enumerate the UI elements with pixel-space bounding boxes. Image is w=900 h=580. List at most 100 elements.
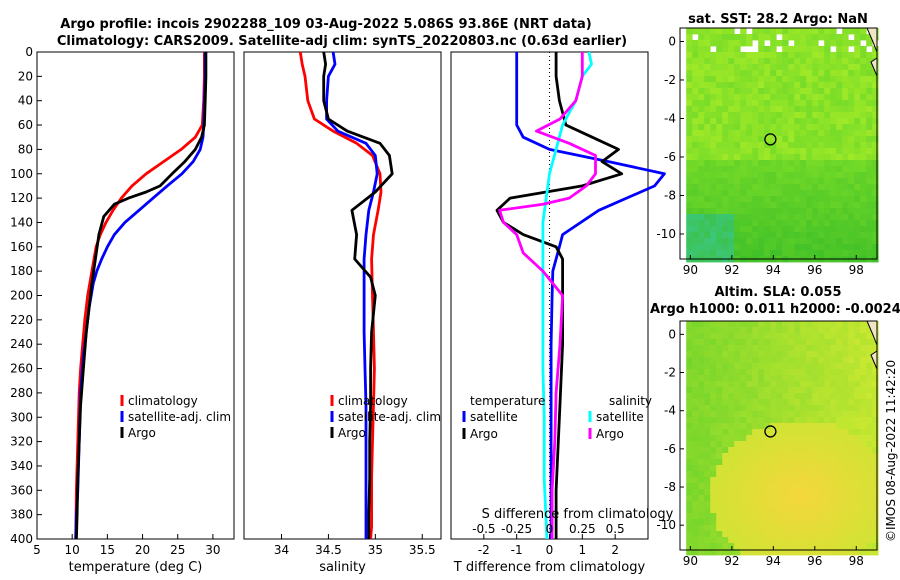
map-cell [848,399,855,406]
map-cell [728,148,735,155]
map-cell [752,459,759,466]
map-cell [740,417,747,424]
y-tick-label: -8 [664,188,676,202]
map-cell [800,453,807,460]
map-cell [710,130,717,137]
map-cell [794,393,801,400]
map-cell [776,76,783,83]
map-cell [776,483,783,490]
map-cell [794,232,801,239]
map-cell [770,531,777,538]
map-cell [812,399,819,406]
map-cell [806,58,813,65]
map-cell [722,70,729,77]
map-cell [824,58,831,65]
map-cell [728,327,735,334]
map-cell [872,238,879,245]
map-cell [704,387,711,394]
y-tick-label: 280 [10,386,33,400]
map-cell [860,184,867,191]
map-cell [722,172,729,179]
map-cell [812,184,819,191]
map-cell [728,82,735,89]
map-cell [860,351,867,358]
map-cell [782,405,789,412]
map-cell [752,477,759,484]
map-cell [734,40,741,47]
map-cell [824,250,831,257]
map-cell [764,429,771,436]
map-cell [830,441,837,448]
map-cell [776,190,783,197]
map-cell [686,46,693,53]
map-cell [830,214,837,221]
map-cell [842,549,849,556]
map-cell [734,178,741,185]
map-cell [770,124,777,131]
map-cell [770,226,777,233]
map-cell [776,196,783,203]
map-cell [806,537,813,544]
x-tick-label: 98 [849,554,864,568]
map-cell [734,429,741,436]
map-cell [776,244,783,251]
map-cell [782,459,789,466]
y-tick-label: 240 [10,337,33,351]
map-cell [836,142,843,149]
map-cell [710,399,717,406]
map-cell [806,423,813,430]
series-1 [495,52,624,539]
map-cell [686,399,693,406]
map-cell [710,190,717,197]
map-cell [746,531,753,538]
map-cell [788,142,795,149]
map-cell [860,489,867,496]
map-cell [842,483,849,490]
map-cell [770,411,777,418]
map-cell [866,375,873,382]
map-cell [710,549,717,556]
map-cell [770,46,777,53]
map-cell [800,40,807,47]
map-cell [854,190,861,197]
map-cell [794,405,801,412]
map-cell [710,321,717,328]
map-cell [836,531,843,538]
map-cell [782,483,789,490]
map-cell [740,166,747,173]
map-cell [860,435,867,442]
map-cell [788,369,795,376]
map-cell [860,423,867,430]
map-cell [848,525,855,532]
map-cell [758,399,765,406]
map-cell [740,525,747,532]
map-cell [794,148,801,155]
map-cell [854,549,861,556]
map-cell [824,351,831,358]
map-cell [848,477,855,484]
map-cell [764,250,771,257]
map-cell [848,429,855,436]
map-cell [764,321,771,328]
map-cell [872,232,879,239]
map-cell [854,112,861,119]
map-cell [872,220,879,227]
map-cell [824,70,831,77]
map-cell [854,184,861,191]
map-cell [716,124,723,131]
map-cell [716,214,723,221]
map-cell [836,184,843,191]
map-cell [758,447,765,454]
map-cell [740,226,747,233]
x-tick-label: 92 [724,263,739,277]
map-cell [752,495,759,502]
map-cell [722,76,729,83]
map-cell [842,244,849,251]
map-cell [770,381,777,388]
map-cell [812,387,819,394]
map-cell [830,339,837,346]
map-cell [752,369,759,376]
map-cell [692,64,699,71]
map-cell [854,88,861,95]
